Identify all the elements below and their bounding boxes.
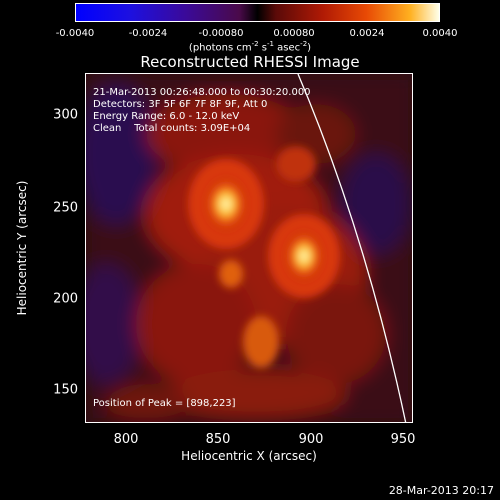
x-tick: 900: [298, 432, 324, 447]
y-tick: 250: [53, 200, 78, 216]
x-tick: 950: [390, 432, 416, 447]
colorbar-tick: -0.0024: [128, 28, 168, 39]
y-tick: 200: [53, 291, 78, 307]
clean-counts: Clean Total counts: 3.09E+04: [93, 123, 251, 134]
detectors: Detectors: 3F 5F 6F 7F 8F 9F, Att 0: [93, 99, 268, 110]
x-tick: 800: [113, 432, 139, 447]
colorbar-tick: 0.0040: [422, 28, 458, 39]
y-axis-label: Heliocentric Y (arcsec): [15, 180, 29, 316]
colorbar-unit: (photons cm-2 s-1 asec-2): [188, 40, 312, 54]
image-canvas: [86, 74, 412, 422]
peak-position: Position of Peak = [898,223]: [93, 398, 236, 409]
colorbar-tick: -0.00080: [198, 28, 244, 39]
colorbar-tick: -0.0040: [55, 28, 95, 39]
y-tick: 300: [53, 107, 78, 123]
colorbar: [75, 3, 440, 22]
colorbar-tick: 0.00080: [273, 28, 315, 39]
plot-title: Reconstructed RHESSI Image: [140, 53, 360, 71]
solar-limb: [297, 74, 407, 422]
date-stamp: 28-Mar-2013 20:17: [388, 484, 494, 497]
x-tick: 850: [205, 432, 231, 447]
energy-range: Energy Range: 6.0 - 12.0 keV: [93, 111, 240, 122]
x-axis-label: Heliocentric X (arcsec): [181, 449, 317, 463]
y-tick: 150: [53, 382, 78, 398]
colorbar-tick: 0.0024: [349, 28, 385, 39]
time-range: 21-Mar-2013 00:26:48.000 to 00:30:20.000: [93, 87, 311, 98]
rhessi-image: [85, 73, 413, 423]
